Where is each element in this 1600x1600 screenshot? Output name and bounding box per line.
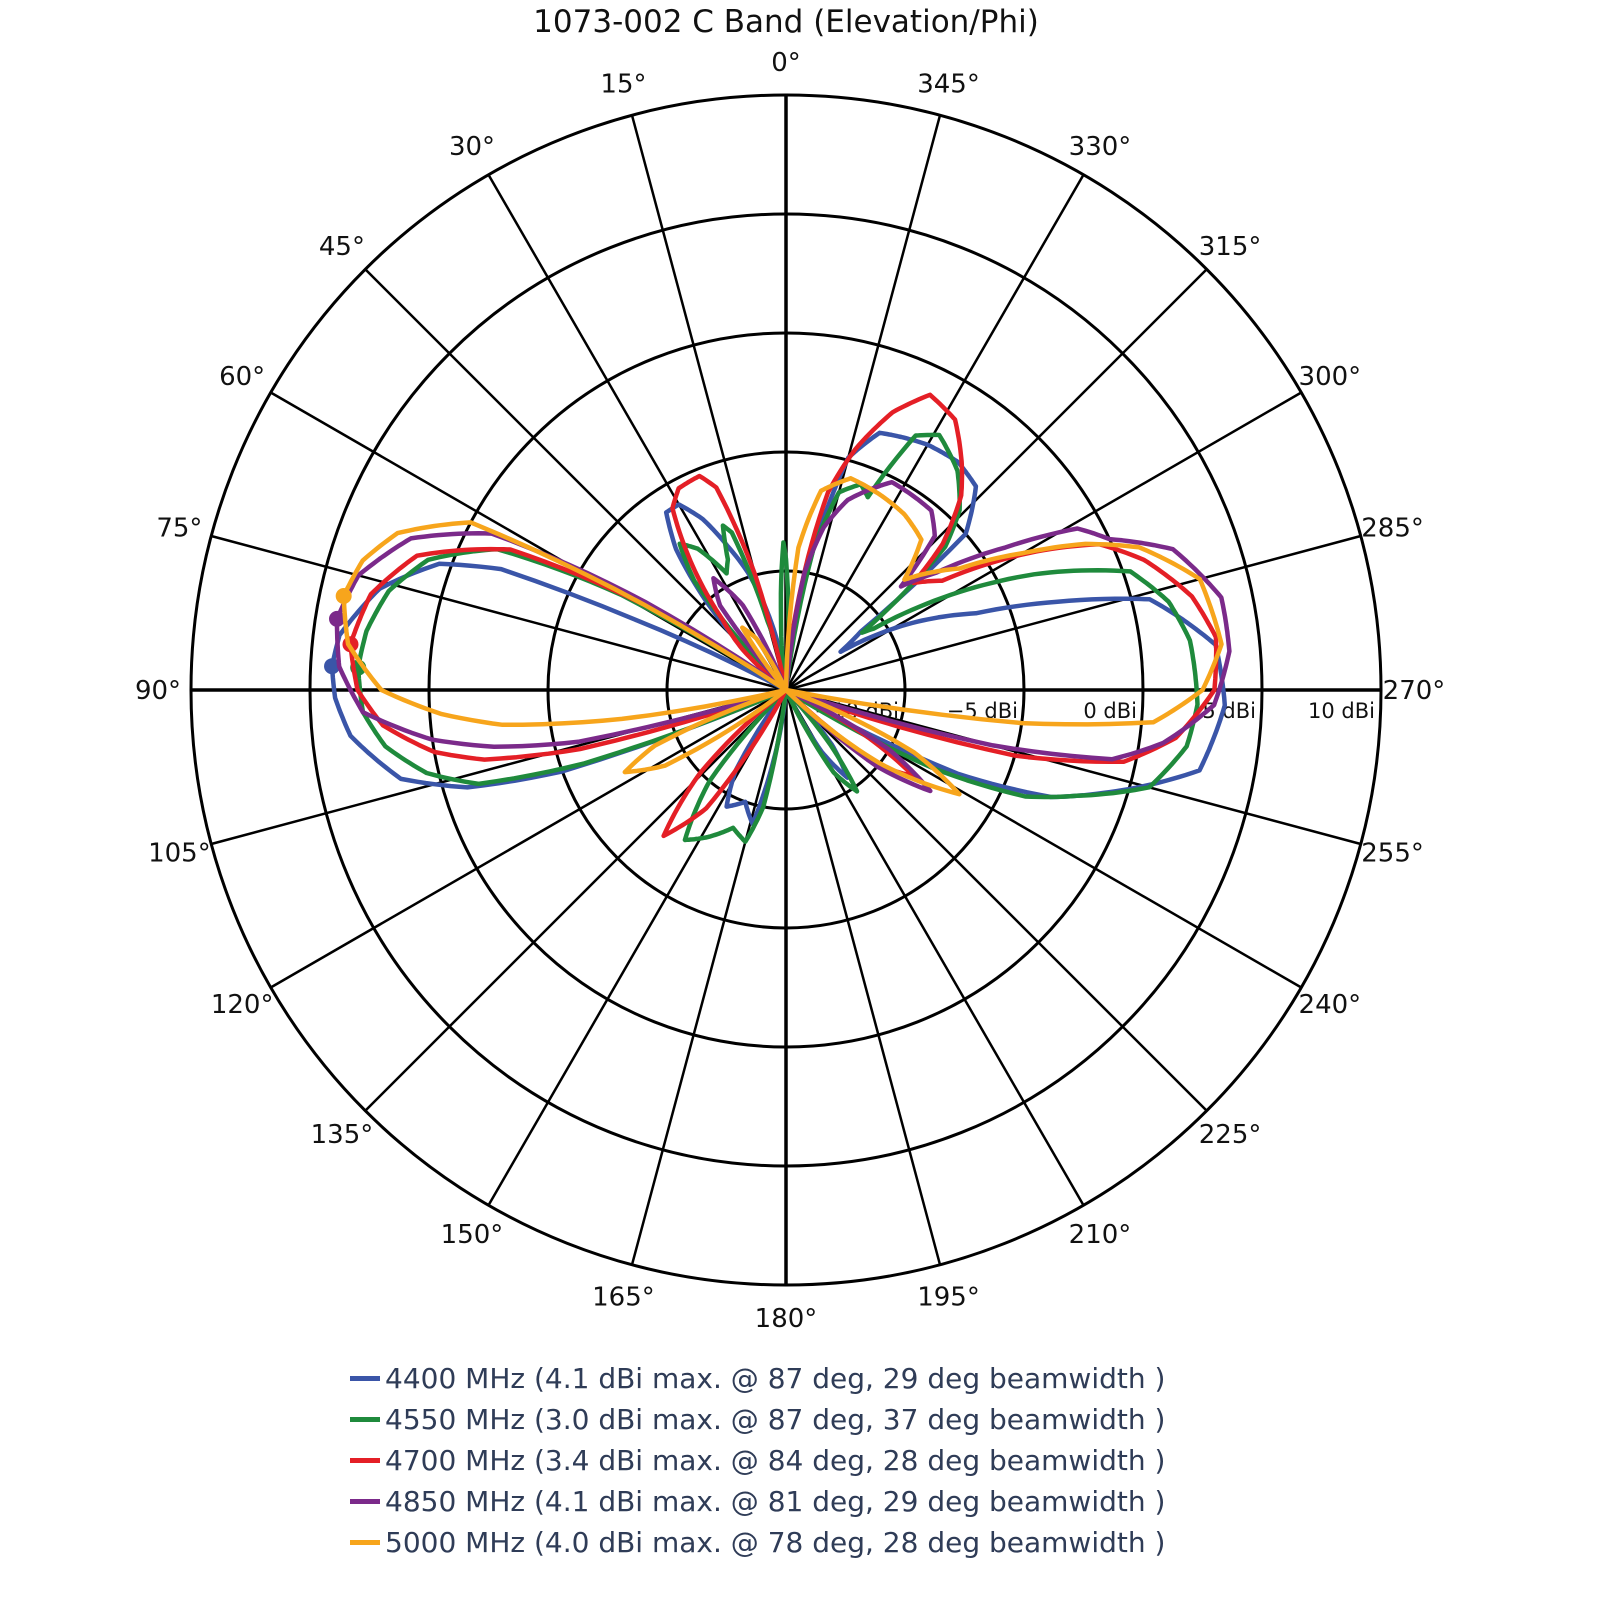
legend-swatch xyxy=(350,1499,380,1504)
polar-grid xyxy=(189,93,1383,1287)
grid-spoke xyxy=(785,268,1208,691)
grid-spoke xyxy=(785,688,1362,846)
grid-spoke xyxy=(785,391,1302,692)
angle-tick-label: 210° xyxy=(1069,1220,1132,1250)
grid-spoke xyxy=(630,689,788,1266)
angle-tick-label: 315° xyxy=(1199,232,1262,262)
peak-marker-4 xyxy=(335,587,352,604)
series-traces xyxy=(324,392,1232,844)
angle-tick-label: 165° xyxy=(592,1283,655,1313)
legend-item: 4400 MHz (4.1 dBi max. @ 87 deg, 29 deg … xyxy=(350,1358,1165,1399)
grid-spoke xyxy=(210,534,787,692)
legend-swatch xyxy=(350,1417,380,1422)
grid-spoke xyxy=(784,689,942,1266)
radial-tick-label: 0 dBi xyxy=(1083,699,1137,723)
chart-title: 1073-002 C Band (Elevation/Phi) xyxy=(533,4,1039,40)
angle-tick-label: 300° xyxy=(1299,362,1362,392)
series-trace-4 xyxy=(341,476,1224,797)
angle-tick-label: 105° xyxy=(148,839,211,869)
angle-tick-label: 240° xyxy=(1299,990,1362,1020)
legend-label: 4850 MHz (4.1 dBi max. @ 81 deg, 29 deg … xyxy=(385,1485,1166,1518)
angular-tick-labels: 0° 15° 30° 45° 60° 75° 90° 105° 120° 135° 150° 165°… xyxy=(135,48,1445,1334)
legend-swatch xyxy=(350,1376,380,1381)
angle-tick-label: 195° xyxy=(917,1283,980,1313)
angle-tick-label: 225° xyxy=(1199,1120,1262,1150)
angle-tick-label: 45° xyxy=(319,232,365,262)
legend-item: 4550 MHz (3.0 dBi max. @ 87 deg, 37 deg … xyxy=(350,1399,1165,1440)
angle-tick-label: 30° xyxy=(449,132,495,162)
angle-tick-label: 330° xyxy=(1069,132,1132,162)
grid-spoke xyxy=(784,174,1085,691)
grid-spoke xyxy=(785,689,1208,1112)
legend-label: 5000 MHz (4.0 dBi max. @ 78 deg, 28 deg … xyxy=(385,1526,1166,1559)
legend-swatch xyxy=(350,1540,380,1545)
angle-tick-label: 270° xyxy=(1383,676,1446,706)
legend-label: 4400 MHz (4.1 dBi max. @ 87 deg, 29 deg … xyxy=(385,1362,1166,1395)
grid-spoke xyxy=(270,688,787,989)
legend-swatch xyxy=(350,1458,380,1463)
legend-item: 4850 MHz (4.1 dBi max. @ 81 deg, 29 deg … xyxy=(350,1481,1165,1522)
angle-tick-label: 150° xyxy=(441,1220,504,1250)
grid-spoke xyxy=(364,689,787,1112)
angle-tick-label: 15° xyxy=(600,69,646,99)
angle-tick-label: 120° xyxy=(211,990,274,1020)
angle-tick-label: 135° xyxy=(311,1120,374,1150)
legend-item: 4700 MHz (3.4 dBi max. @ 84 deg, 28 deg … xyxy=(350,1440,1165,1481)
series-trace-0 xyxy=(329,430,1228,827)
grid-spoke xyxy=(784,114,942,691)
radial-tick-label: 10 dBi xyxy=(1308,699,1375,723)
grid-spoke xyxy=(785,534,1362,692)
angle-tick-label: 255° xyxy=(1361,839,1424,869)
legend: 4400 MHz (4.1 dBi max. @ 87 deg, 29 deg … xyxy=(350,1358,1165,1563)
legend-label: 4700 MHz (3.4 dBi max. @ 84 deg, 28 deg … xyxy=(385,1444,1166,1477)
grid-spoke xyxy=(270,391,787,692)
peak-marker-0 xyxy=(324,658,341,675)
angle-tick-label: 60° xyxy=(219,362,265,392)
legend-label: 4550 MHz (3.0 dBi max. @ 87 deg, 37 deg … xyxy=(385,1403,1166,1436)
legend-item: 5000 MHz (4.0 dBi max. @ 78 deg, 28 deg … xyxy=(350,1522,1165,1563)
grid-spoke xyxy=(364,268,787,691)
peak-marker-3 xyxy=(329,610,346,627)
angle-tick-label: 75° xyxy=(156,513,202,543)
series-trace-3 xyxy=(334,479,1232,794)
angle-tick-label: 345° xyxy=(917,69,980,99)
angle-tick-label: 0° xyxy=(771,48,801,78)
grid-spoke xyxy=(487,689,788,1206)
angle-tick-label: 285° xyxy=(1361,513,1424,543)
radial-tick-label: 5 dBi xyxy=(1202,699,1256,723)
grid-spoke xyxy=(487,174,788,691)
angle-tick-label: 90° xyxy=(135,676,181,706)
angle-tick-label: 180° xyxy=(755,1304,818,1334)
